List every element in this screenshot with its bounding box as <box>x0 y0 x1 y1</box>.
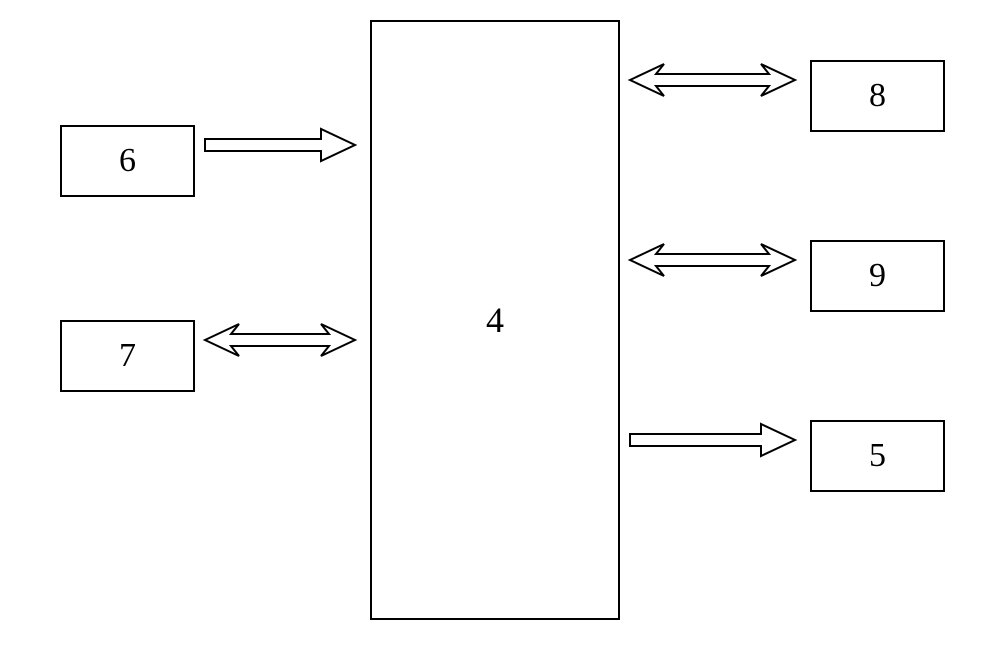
arrow-4-to-8 <box>630 62 795 98</box>
diagram-stage: 4 6 7 8 9 5 <box>0 0 1000 658</box>
block-6: 6 <box>60 125 195 197</box>
arrow-4-to-5 <box>630 422 795 458</box>
arrow-7-to-4 <box>205 322 355 358</box>
arrow-6-to-4 <box>205 127 355 163</box>
block-9-label: 9 <box>869 257 886 295</box>
block-8: 8 <box>810 60 945 132</box>
arrow-4-to-9 <box>630 242 795 278</box>
block-center: 4 <box>370 20 620 620</box>
block-7-label: 7 <box>119 337 136 375</box>
block-center-label: 4 <box>486 299 504 341</box>
block-9: 9 <box>810 240 945 312</box>
block-6-label: 6 <box>119 142 136 180</box>
block-5: 5 <box>810 420 945 492</box>
block-7: 7 <box>60 320 195 392</box>
block-5-label: 5 <box>869 437 886 475</box>
block-8-label: 8 <box>869 77 886 115</box>
